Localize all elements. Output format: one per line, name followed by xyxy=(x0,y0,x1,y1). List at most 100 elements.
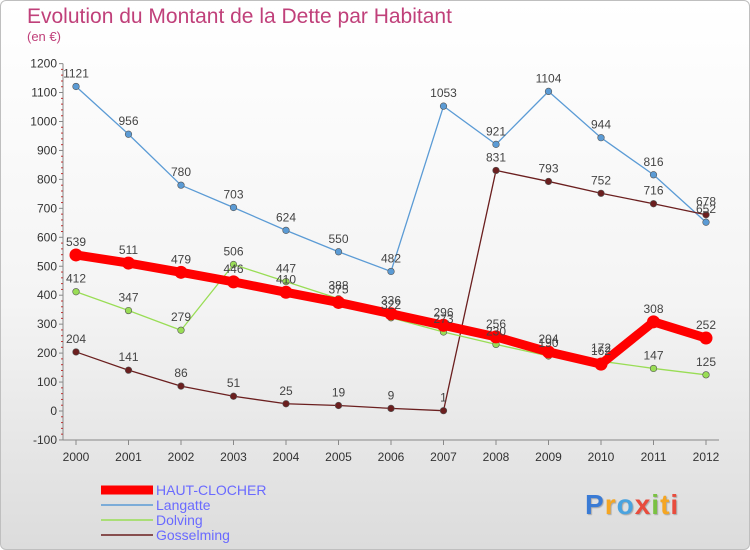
data-label: 230 xyxy=(486,324,506,338)
data-point xyxy=(387,267,395,276)
x-tick-label: 2004 xyxy=(273,450,300,464)
x-tick-label: 2007 xyxy=(430,450,457,464)
data-point xyxy=(124,130,133,138)
y-tick-label: 300 xyxy=(37,317,57,331)
data-label: 652 xyxy=(696,202,716,216)
data-label: 388 xyxy=(328,279,348,293)
data-point xyxy=(279,285,293,299)
data-label: 252 xyxy=(696,318,716,332)
data-label: 1 xyxy=(440,391,447,405)
x-tick-label: 2005 xyxy=(325,450,352,464)
data-label: 752 xyxy=(591,173,611,187)
data-label: 506 xyxy=(223,245,243,259)
x-tick-label: 2001 xyxy=(115,450,142,464)
data-label: 141 xyxy=(118,350,138,364)
data-point xyxy=(384,307,398,321)
y-tick-label: 100 xyxy=(37,375,57,389)
legend-label: Dolving xyxy=(156,512,203,528)
data-label: 624 xyxy=(276,210,296,224)
data-point xyxy=(72,348,80,356)
x-tick-label: 2009 xyxy=(535,450,562,464)
data-label: 446 xyxy=(223,262,243,276)
data-point xyxy=(72,288,80,296)
chart-subtitle: (en €) xyxy=(27,29,61,44)
data-point xyxy=(489,330,503,344)
data-point xyxy=(229,203,238,212)
data-point xyxy=(177,326,185,334)
data-label: 1104 xyxy=(536,71,562,85)
data-point xyxy=(649,364,658,373)
data-point xyxy=(177,382,185,390)
data-label: 308 xyxy=(643,302,663,316)
data-point xyxy=(282,277,290,286)
x-tick-label: 2002 xyxy=(168,450,195,464)
data-point xyxy=(229,392,238,400)
data-point xyxy=(282,400,290,408)
data-label: 86 xyxy=(174,366,188,380)
data-label: 410 xyxy=(276,272,296,286)
data-point xyxy=(229,260,238,269)
data-label: 336 xyxy=(381,294,401,308)
data-label: 944 xyxy=(591,118,611,132)
data-point xyxy=(702,211,710,219)
x-tick-label: 2006 xyxy=(378,450,405,464)
data-label: 347 xyxy=(118,291,138,305)
data-point xyxy=(387,404,395,412)
data-point xyxy=(69,248,83,262)
data-label: 678 xyxy=(696,195,716,209)
data-point xyxy=(124,366,133,374)
data-label: 703 xyxy=(223,187,243,201)
chart-title: Evolution du Montant de la Dette par Hab… xyxy=(27,5,452,28)
data-label: 147 xyxy=(643,348,663,362)
proxiti-logo: Proxiti xyxy=(585,489,680,520)
data-label: 9 xyxy=(388,388,395,402)
y-tick-label: 700 xyxy=(37,201,57,215)
data-point xyxy=(699,331,713,345)
data-label: 273 xyxy=(433,312,453,326)
data-label: 256 xyxy=(486,317,506,331)
y-tick-label: 900 xyxy=(37,143,57,157)
data-label: 1121 xyxy=(63,66,89,80)
data-label: 412 xyxy=(66,272,86,286)
y-tick-label: 800 xyxy=(37,172,57,186)
x-tick-label: 2003 xyxy=(220,450,247,464)
legend-label: Langatte xyxy=(156,497,211,513)
data-label: 51 xyxy=(227,376,241,390)
data-point xyxy=(334,248,343,256)
data-point xyxy=(492,166,500,175)
data-label: 322 xyxy=(381,298,401,312)
data-point xyxy=(437,318,450,332)
data-point xyxy=(122,256,135,270)
data-label: 172 xyxy=(591,341,611,355)
data-label: 162 xyxy=(591,344,611,358)
data-point xyxy=(597,189,605,197)
y-tick-label: 0 xyxy=(50,404,57,418)
y-tick-label: 1200 xyxy=(30,57,57,71)
y-tick-label: 600 xyxy=(37,230,57,244)
legend-label: HAUT-CLOCHER xyxy=(156,482,266,498)
data-label: 19 xyxy=(332,385,346,399)
data-point xyxy=(72,82,80,91)
series-line-gosselming xyxy=(75,169,707,412)
data-label: 479 xyxy=(171,252,191,266)
data-label: 125 xyxy=(696,355,716,369)
data-point xyxy=(544,177,553,186)
data-point xyxy=(282,226,290,234)
data-point xyxy=(702,371,710,379)
data-label: 447 xyxy=(276,262,296,276)
data-label: 921 xyxy=(486,124,506,138)
data-point xyxy=(227,275,240,289)
data-point xyxy=(649,200,658,208)
data-label: 296 xyxy=(433,305,453,319)
y-tick-label: 200 xyxy=(37,346,57,360)
x-tick-label: 2008 xyxy=(483,450,510,464)
data-label: 375 xyxy=(328,282,348,296)
x-tick-label: 2000 xyxy=(63,450,90,464)
legend-label: Gosselming xyxy=(156,527,230,543)
data-label: 204 xyxy=(538,332,558,346)
data-label: 780 xyxy=(171,165,191,179)
data-point xyxy=(332,295,345,309)
data-label: 716 xyxy=(643,184,663,198)
